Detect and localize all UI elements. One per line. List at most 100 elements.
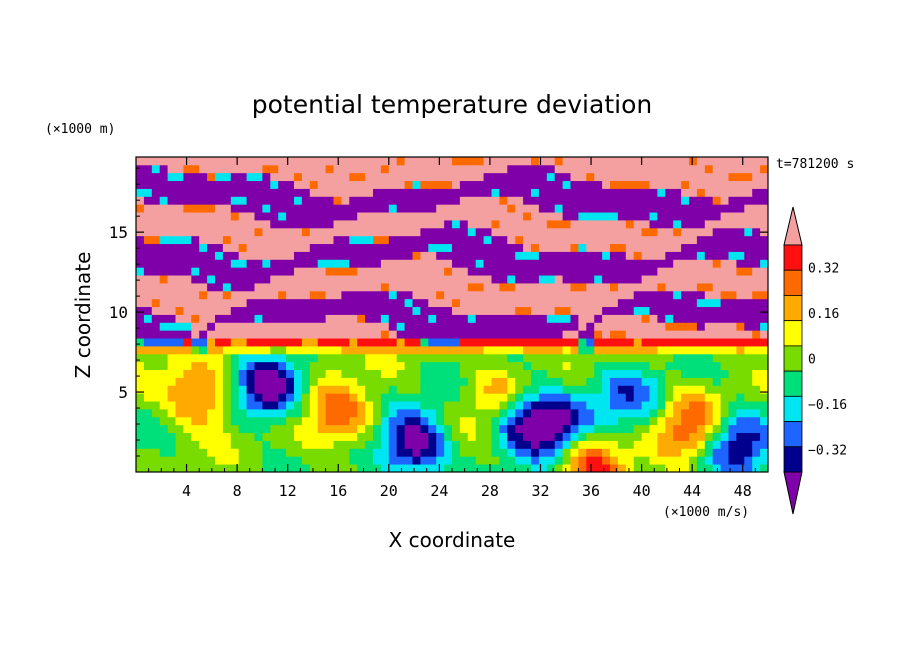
heatmap-cell xyxy=(681,432,690,441)
heatmap-cell xyxy=(357,330,366,339)
heatmap-cell xyxy=(602,180,611,189)
heatmap-cell xyxy=(143,275,153,284)
heatmap-cell xyxy=(365,361,374,371)
heatmap-cell xyxy=(736,298,745,308)
heatmap-cell xyxy=(657,204,666,213)
heatmap-cell xyxy=(744,424,753,434)
heatmap-cell xyxy=(704,235,714,245)
heatmap-cell xyxy=(333,298,342,308)
heatmap-cell xyxy=(657,164,666,174)
heatmap-cell xyxy=(554,330,563,339)
heatmap-cell xyxy=(294,456,303,465)
heatmap-cell xyxy=(388,377,398,386)
heatmap-cell xyxy=(309,385,319,394)
heatmap-cell xyxy=(712,188,721,197)
heatmap-cell xyxy=(681,401,690,410)
heatmap-cell xyxy=(704,322,714,331)
heatmap-cell xyxy=(578,353,587,363)
heatmap-cell xyxy=(357,251,366,260)
heatmap-cell xyxy=(633,448,642,457)
heatmap-cell xyxy=(262,259,271,268)
heatmap-cell xyxy=(199,346,208,355)
heatmap-cell xyxy=(278,172,287,182)
heatmap-cell xyxy=(207,338,216,347)
heatmap-cell xyxy=(649,416,658,426)
heatmap-cell xyxy=(428,172,437,182)
heatmap-cell xyxy=(254,251,263,260)
heatmap-cell xyxy=(365,385,374,394)
heatmap-cell xyxy=(183,361,192,371)
heatmap-cell xyxy=(373,157,382,166)
heatmap-cell xyxy=(349,251,358,260)
heatmap-cell xyxy=(167,322,176,331)
heatmap-cell xyxy=(349,393,358,402)
heatmap-cell xyxy=(396,401,405,410)
heatmap-cell xyxy=(554,448,563,457)
heatmap-cell xyxy=(404,220,413,229)
heatmap-cell xyxy=(380,346,390,355)
heatmap-cell xyxy=(602,298,611,308)
heatmap-cell xyxy=(286,298,295,308)
heatmap-cell xyxy=(373,464,382,473)
heatmap-cell xyxy=(420,235,429,245)
heatmap-cell xyxy=(586,196,595,205)
heatmap-cell xyxy=(341,369,350,378)
heatmap-cell xyxy=(523,440,532,449)
heatmap-cell xyxy=(562,290,571,300)
heatmap-cell xyxy=(673,401,682,410)
heatmap-cell xyxy=(183,393,192,402)
heatmap-cell xyxy=(610,424,619,434)
heatmap-cell xyxy=(602,290,611,300)
heatmap-cell xyxy=(294,267,303,276)
heatmap-cell xyxy=(388,164,398,174)
heatmap-cell xyxy=(538,330,548,339)
heatmap-cell xyxy=(365,283,374,292)
y-tick-label: 15 xyxy=(109,223,128,242)
heatmap-cell xyxy=(159,235,168,245)
heatmap-cell xyxy=(365,172,374,182)
heatmap-cell xyxy=(665,369,674,378)
heatmap-cell xyxy=(459,180,469,189)
heatmap-cell xyxy=(294,172,303,182)
heatmap-cell xyxy=(538,353,548,363)
heatmap-cell xyxy=(207,164,216,174)
heatmap-cell xyxy=(317,172,326,182)
heatmap-cell xyxy=(649,385,658,394)
heatmap-cell xyxy=(175,164,184,174)
heatmap-cell xyxy=(499,235,508,245)
heatmap-cell xyxy=(420,188,429,197)
heatmap-cell xyxy=(365,243,374,252)
heatmap-cell xyxy=(262,369,271,378)
heatmap-cell xyxy=(365,464,374,473)
heatmap-cell xyxy=(649,243,658,252)
heatmap-cell xyxy=(396,369,405,378)
heatmap-cell xyxy=(325,164,334,174)
heatmap-cell xyxy=(143,212,153,221)
heatmap-cell xyxy=(151,338,161,347)
heatmap-cell xyxy=(704,196,714,205)
heatmap-cell xyxy=(673,220,682,229)
heatmap-cell xyxy=(301,180,311,189)
heatmap-cell xyxy=(412,180,421,189)
heatmap-cell xyxy=(278,448,287,457)
heatmap-cell xyxy=(286,346,295,355)
heatmap-cell xyxy=(412,448,421,457)
heatmap-cell xyxy=(562,424,571,434)
heatmap-cell xyxy=(357,432,366,441)
heatmap-cell xyxy=(341,251,350,260)
heatmap-cell xyxy=(444,432,453,441)
heatmap-cell xyxy=(681,353,690,363)
heatmap-cell xyxy=(673,259,682,268)
heatmap-cell xyxy=(507,235,516,245)
heatmap-cell xyxy=(349,401,358,410)
heatmap-cell xyxy=(428,377,437,386)
heatmap-cell xyxy=(270,330,279,339)
heatmap-cell xyxy=(215,243,224,252)
heatmap-cell xyxy=(309,283,319,292)
heatmap-cell xyxy=(602,283,611,292)
heatmap-cell xyxy=(578,385,587,394)
heatmap-cell xyxy=(760,283,769,292)
heatmap-cell xyxy=(341,330,350,339)
heatmap-cell xyxy=(617,393,627,402)
heatmap-cell xyxy=(294,220,303,229)
